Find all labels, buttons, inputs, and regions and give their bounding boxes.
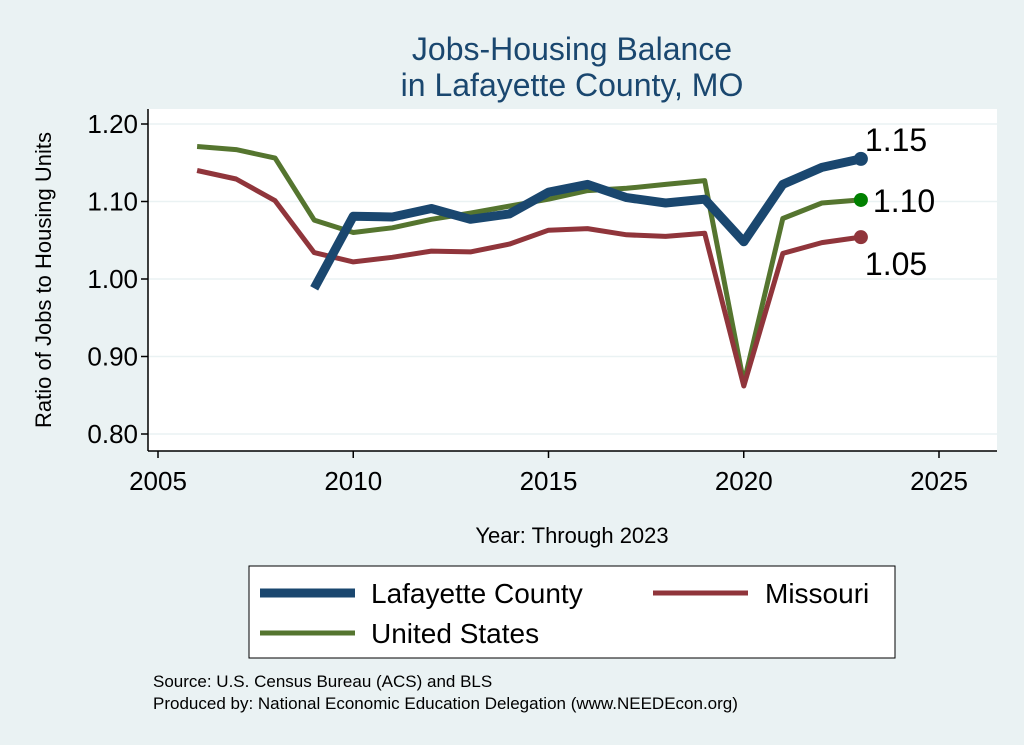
end-marker-lafayette-county [853,151,868,166]
legend-item-lafayette: Lafayette County [260,578,583,609]
legend-box [248,565,896,659]
axis-ticks: 0.80 0.90 1.00 1.10 1.20 2005 2010 2015 2020 2025 [87,109,968,496]
chart-title-line-2: in Lafayette County, MO [401,67,744,103]
y-tick-label: 0.90 [87,342,138,372]
x-tick-label: 2005 [129,466,187,496]
y-tick-label: 1.00 [87,264,138,294]
end-label-missouri: 1.05 [865,246,927,282]
end-label-lafayette-county: 1.15 [865,122,927,158]
series-line-lafayette-county [310,154,862,291]
end-marker-united-states [853,192,868,207]
legend-label-missouri: Missouri [765,578,869,609]
y-tick-label: 0.80 [87,419,138,449]
series-lines [196,144,862,389]
plot-area [148,109,997,451]
series-line-missouri [196,168,862,389]
y-tick-label: 1.10 [87,187,138,217]
end-marker-missouri [853,230,868,245]
legend-label-lafayette: Lafayette County [371,578,583,609]
end-label-united-states: 1.10 [873,183,935,219]
legend-item-missouri: Missouri [653,578,869,609]
legend-label-united-states: United States [371,618,539,649]
x-tick-label: 2015 [520,466,578,496]
source-note: Source: U.S. Census Bureau (ACS) and BLS [153,672,492,691]
x-tick-label: 2020 [715,466,773,496]
x-tick-label: 2010 [324,466,382,496]
end-markers: 1.15 1.05 1.10 [853,122,935,282]
legend-item-united-states: United States [260,618,539,649]
y-axis-title: Ratio of Jobs to Housing Units [31,132,56,428]
x-axis-title: Year: Through 2023 [475,523,668,548]
producer-note: Produced by: National Economic Education… [153,694,738,713]
grid-lines [148,123,997,435]
y-tick-label: 1.20 [87,109,138,139]
x-tick-label: 2025 [910,466,968,496]
chart-title-line-1: Jobs-Housing Balance [412,31,732,67]
